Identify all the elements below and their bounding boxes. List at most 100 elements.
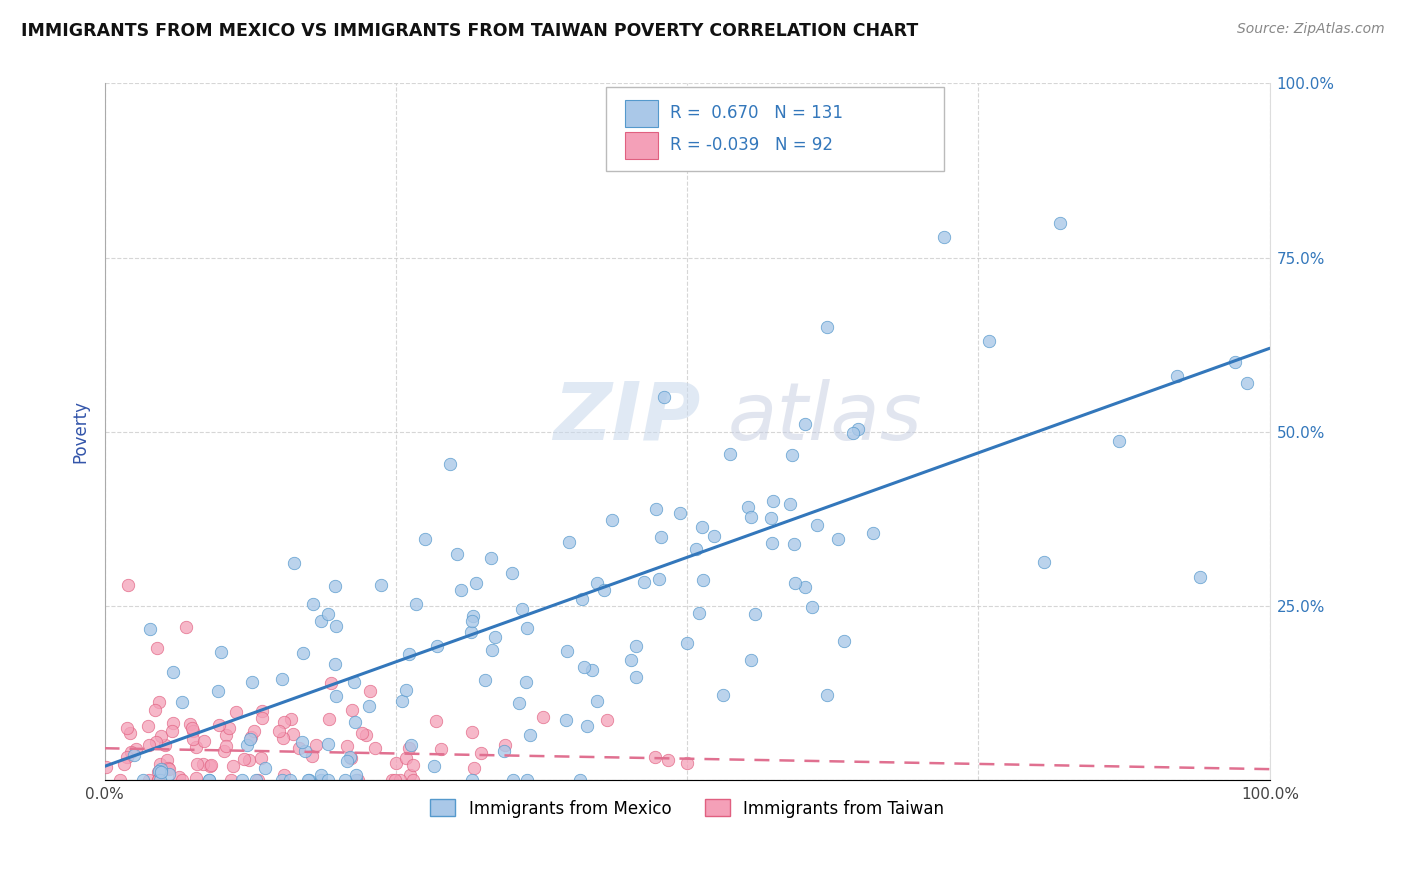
Point <box>112 757 135 772</box>
Point <box>198 773 221 788</box>
Point <box>305 738 328 752</box>
Point <box>484 630 506 644</box>
Point <box>243 724 266 739</box>
Point <box>271 672 294 686</box>
Point <box>384 773 406 788</box>
FancyBboxPatch shape <box>606 87 943 170</box>
Point <box>209 645 232 659</box>
Point <box>516 773 538 788</box>
Point <box>391 694 413 708</box>
Point <box>146 765 169 780</box>
Point <box>132 773 155 788</box>
Point <box>359 698 381 713</box>
Point <box>162 715 184 730</box>
Point <box>231 773 253 788</box>
Point <box>620 652 643 666</box>
Point <box>347 773 370 788</box>
Text: IMMIGRANTS FROM MEXICO VS IMMIGRANTS FROM TAIWAN POVERTY CORRELATION CHART: IMMIGRANTS FROM MEXICO VS IMMIGRANTS FRO… <box>21 22 918 40</box>
Point <box>316 607 339 621</box>
Point <box>247 773 270 788</box>
Point <box>207 683 229 698</box>
Point <box>644 750 666 764</box>
Point <box>117 722 139 736</box>
Point <box>162 724 184 739</box>
Point <box>690 520 713 534</box>
Point <box>399 738 422 752</box>
Point <box>193 756 215 771</box>
Point <box>439 457 461 471</box>
Point <box>298 773 321 788</box>
Point <box>841 426 863 441</box>
Point <box>250 704 273 718</box>
Point <box>120 745 142 759</box>
Point <box>585 694 607 708</box>
Point <box>250 711 273 725</box>
Point <box>145 734 167 748</box>
Point <box>149 756 172 771</box>
Point <box>652 390 675 404</box>
Point <box>1236 376 1258 390</box>
Point <box>647 572 669 586</box>
Point <box>344 773 367 788</box>
Point <box>801 600 824 615</box>
Point <box>245 773 267 788</box>
Point <box>242 674 264 689</box>
Point <box>359 683 381 698</box>
Point <box>676 636 699 650</box>
Point <box>932 229 955 244</box>
Point <box>558 534 581 549</box>
Point <box>316 737 339 751</box>
Point <box>335 754 357 768</box>
Point <box>309 768 332 782</box>
Point <box>287 741 309 756</box>
Point <box>344 768 367 782</box>
Point <box>692 573 714 587</box>
Point <box>301 749 323 764</box>
Point <box>225 705 247 719</box>
Point <box>460 624 482 639</box>
Point <box>834 634 856 648</box>
Point <box>815 688 838 702</box>
Point <box>156 761 179 775</box>
Point <box>280 712 302 726</box>
Point <box>401 758 423 772</box>
Point <box>515 675 537 690</box>
Point <box>385 756 408 770</box>
Point <box>516 621 538 635</box>
Point <box>273 714 295 729</box>
Point <box>222 759 245 773</box>
Point <box>149 729 172 743</box>
Point <box>461 725 484 739</box>
Point <box>153 738 176 752</box>
Point <box>1188 570 1211 584</box>
Point <box>273 768 295 782</box>
Bar <box>626 132 658 159</box>
Point <box>676 756 699 770</box>
Point <box>430 742 453 756</box>
Point <box>344 714 367 729</box>
Point <box>339 750 361 764</box>
Point <box>645 501 668 516</box>
Point <box>402 773 425 788</box>
Text: atlas: atlas <box>728 379 922 457</box>
Point <box>146 640 169 655</box>
Point <box>464 575 486 590</box>
Point <box>149 773 172 788</box>
Point <box>309 614 332 628</box>
Point <box>183 724 205 739</box>
Point <box>271 773 294 788</box>
Point <box>193 734 215 748</box>
Point <box>657 753 679 767</box>
Point <box>236 738 259 752</box>
Point <box>586 576 609 591</box>
Point <box>319 676 342 690</box>
Point <box>200 759 222 773</box>
Point <box>283 556 305 570</box>
Point <box>508 696 530 710</box>
Point <box>240 730 263 744</box>
Point <box>156 754 179 768</box>
Point <box>474 673 496 688</box>
Point <box>343 675 366 690</box>
Point <box>602 513 624 527</box>
Point <box>1166 369 1188 384</box>
